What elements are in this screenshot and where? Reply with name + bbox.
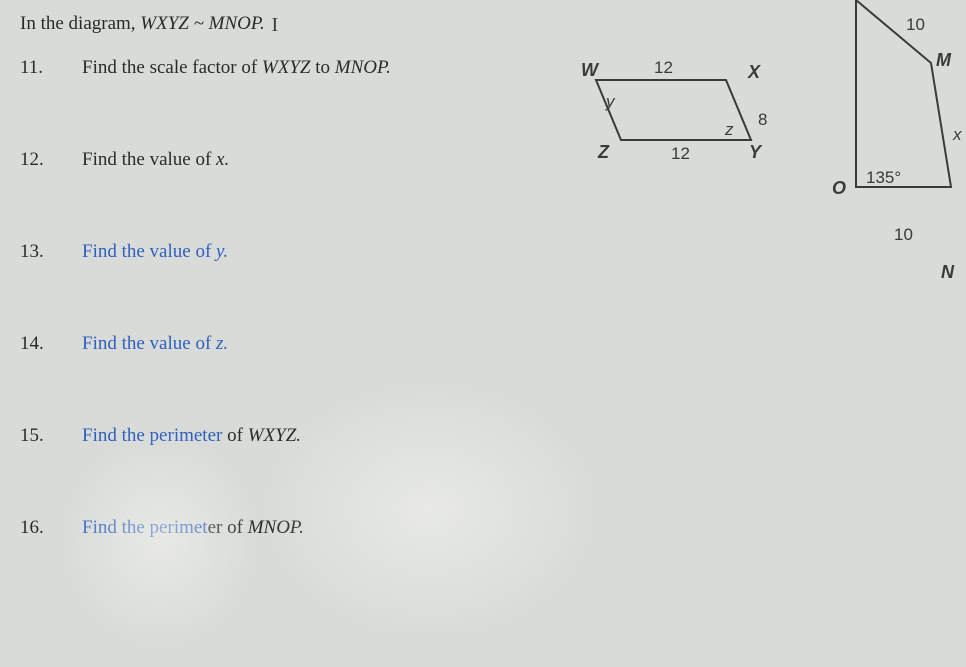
vertex-label-M: M <box>936 50 951 71</box>
question-text: Find the perimeter of WXYZ. <box>82 425 301 447</box>
question-text: Find the perimeter of MNOP. <box>82 517 304 539</box>
question-row: 16.Find the perimeter of MNOP. <box>20 517 946 539</box>
question-number: 12. <box>20 149 82 171</box>
geometry-diagram: WXYZ12812yzPMNO10x10135° <box>536 0 956 300</box>
vertex-label-Y: Y <box>749 142 761 163</box>
question-text: Find the value of y. <box>82 241 228 263</box>
edge-label-WX: 12 <box>654 58 673 78</box>
question-number: 14. <box>20 333 82 355</box>
question-text: Find the scale factor of WXYZ to MNOP. <box>82 57 391 79</box>
vertex-label-P: P <box>852 0 864 1</box>
edge-label-angleO: 135° <box>866 168 901 188</box>
text-cursor-icon: I <box>272 14 279 37</box>
edge-label-ZY: 12 <box>671 144 690 164</box>
edge-label-ON: 10 <box>894 225 913 245</box>
edge-label-XY: 8 <box>758 110 767 130</box>
vertex-label-W: W <box>581 60 598 81</box>
header-similarity: WXYZ ~ MNOP. <box>140 13 264 34</box>
question-row: 14.Find the value of z. <box>20 333 946 355</box>
vertex-label-X: X <box>748 62 760 83</box>
vertex-label-O: O <box>832 178 846 199</box>
question-text: Find the value of x. <box>82 149 229 171</box>
question-number: 16. <box>20 517 82 539</box>
header-prefix: In the diagram, <box>20 13 140 34</box>
question-text: Find the value of z. <box>82 333 228 355</box>
edge-label-WZy: y <box>606 92 615 112</box>
edge-label-PM: 10 <box>906 15 925 35</box>
question-number: 13. <box>20 241 82 263</box>
question-number: 15. <box>20 425 82 447</box>
quad-mnop <box>856 0 951 187</box>
worksheet-page: In the diagram, WXYZ ~ MNOP. I 11.Find t… <box>0 0 966 667</box>
question-number: 11. <box>20 57 82 79</box>
edge-label-MNx: x <box>953 125 962 145</box>
vertex-label-N: N <box>941 262 954 283</box>
edge-label-zAngle: z <box>725 120 734 140</box>
question-row: 15.Find the perimeter of WXYZ. <box>20 425 946 447</box>
vertex-label-Z: Z <box>598 142 609 163</box>
